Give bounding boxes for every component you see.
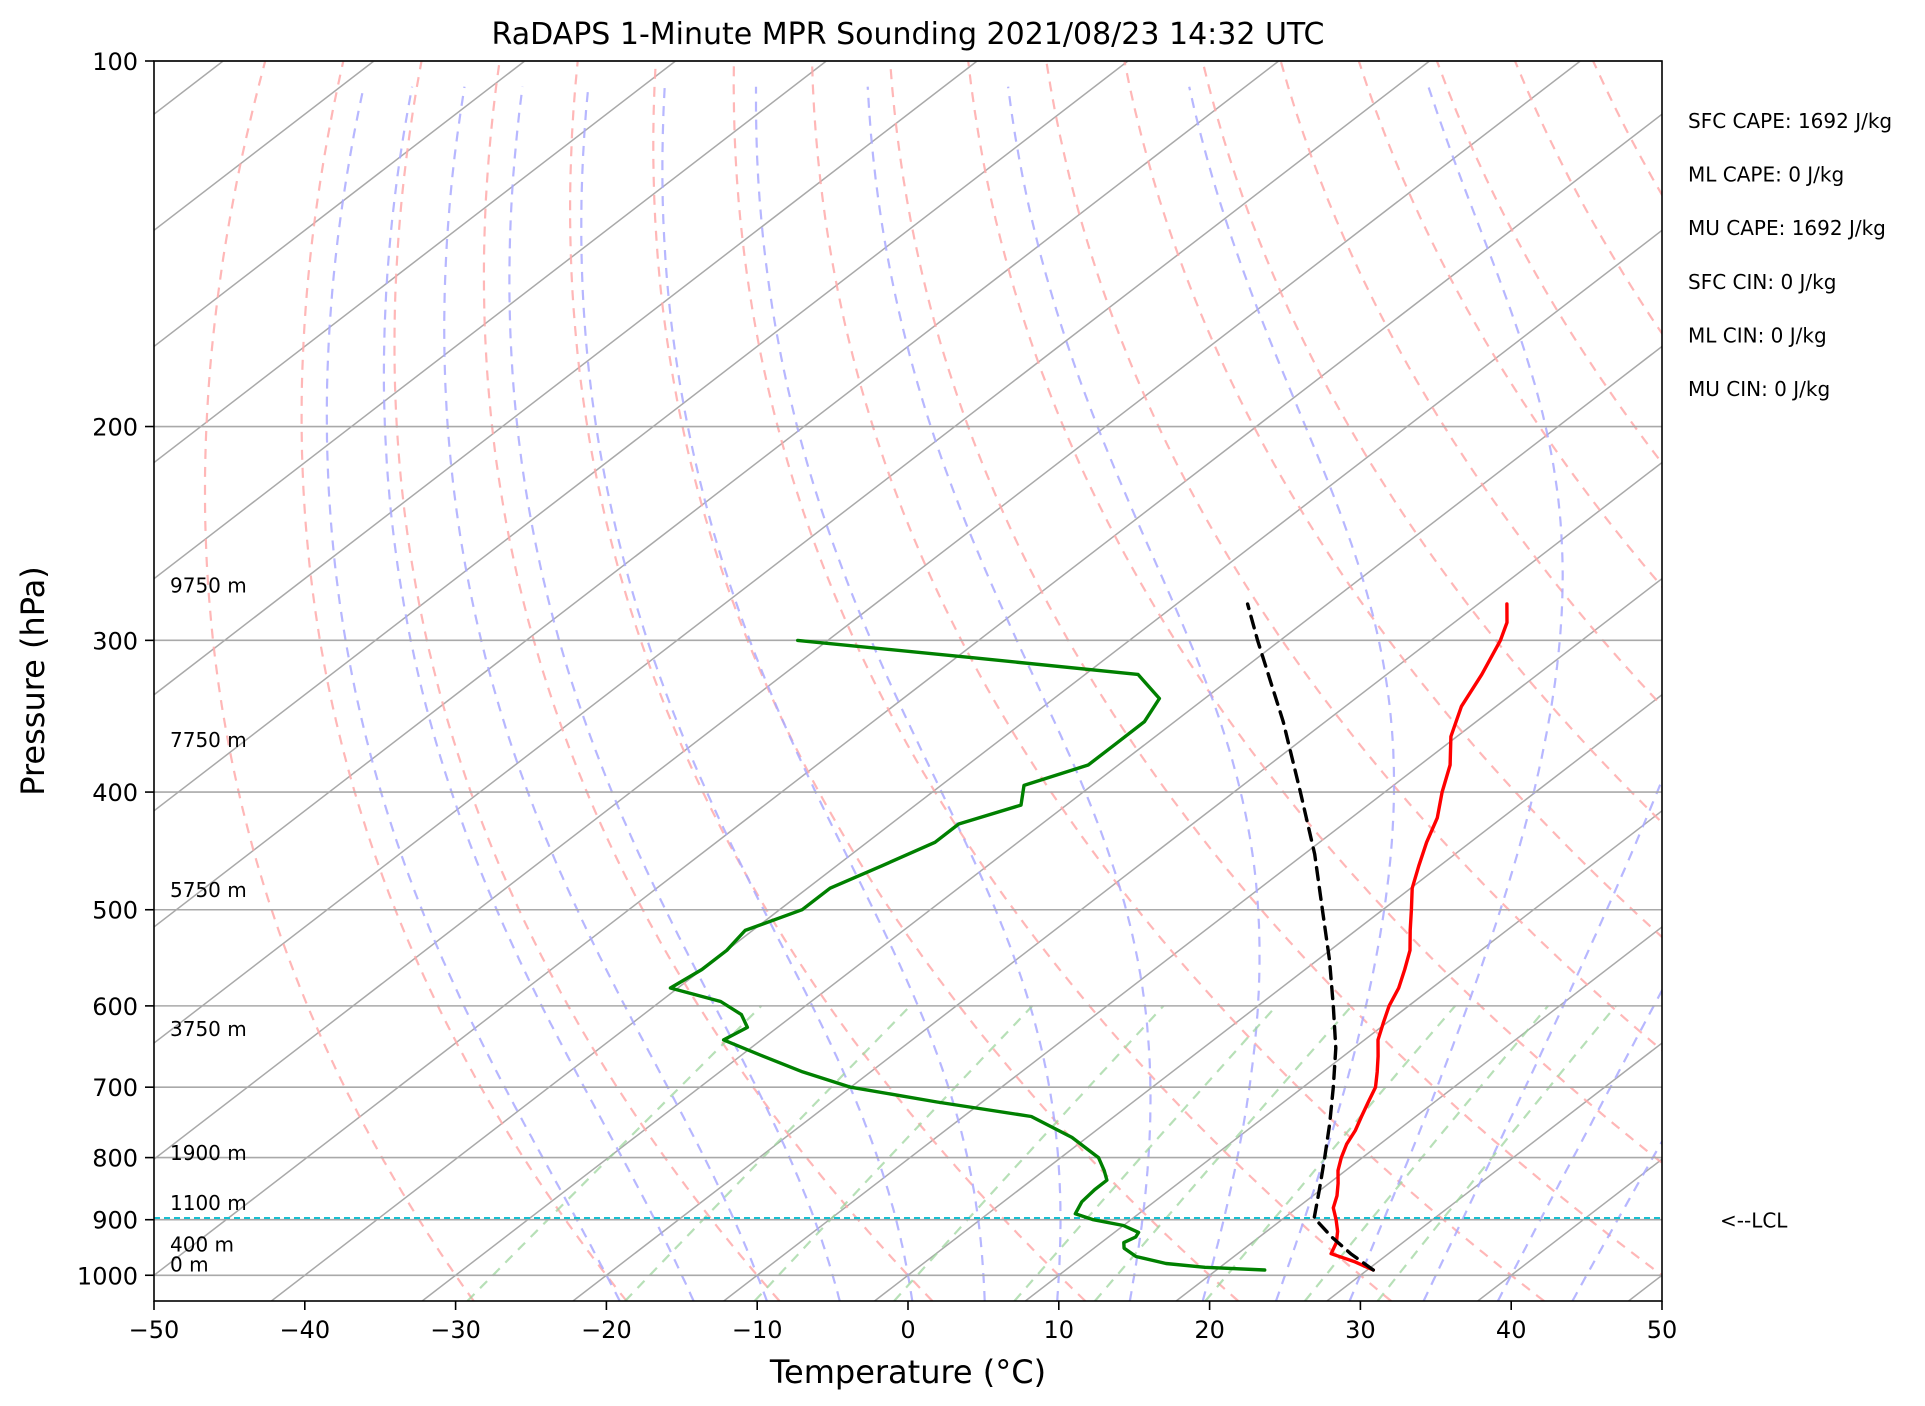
x-tick-label: −30 bbox=[430, 1316, 481, 1344]
isotherm bbox=[1175, 926, 1662, 1301]
stability-annotation: ML CIN: 0 J/kg bbox=[1688, 323, 1827, 347]
isotherm bbox=[154, 61, 1280, 928]
isotherm bbox=[154, 61, 676, 464]
y-tick-label: 400 bbox=[92, 779, 138, 807]
dry-adiabat bbox=[482, 61, 934, 1301]
stability-annotation: SFC CIN: 0 J/kg bbox=[1688, 270, 1836, 294]
dry-adiabat bbox=[1279, 61, 1662, 708]
isotherm bbox=[154, 61, 1581, 1161]
moist-adiabat bbox=[1348, 86, 1564, 1301]
mixing-ratio-line bbox=[1376, 1005, 1617, 1301]
mixing-ratio-line bbox=[1013, 1005, 1278, 1301]
y-tick-label: 300 bbox=[92, 627, 138, 655]
dry-adiabat bbox=[889, 61, 1662, 1277]
height-label: 1100 m bbox=[170, 1191, 247, 1215]
height-label: 1900 m bbox=[170, 1141, 247, 1165]
mixing-ratio-line bbox=[466, 1005, 763, 1301]
x-tick-label: 30 bbox=[1345, 1316, 1376, 1344]
dry-adiabat bbox=[1045, 61, 1662, 1052]
mixing-ratio-line bbox=[1304, 1005, 1549, 1301]
dewpoint-profile-line bbox=[668, 638, 1267, 1272]
y-tick-label: 900 bbox=[92, 1207, 138, 1235]
mixing-ratio-line bbox=[1094, 1005, 1353, 1301]
moist-adiabat bbox=[1188, 86, 1396, 1301]
y-tick-label: 600 bbox=[92, 993, 138, 1021]
x-tick-label: −50 bbox=[129, 1316, 180, 1344]
isotherm bbox=[1326, 1042, 1662, 1301]
dry-adiabat bbox=[203, 61, 475, 1301]
moist-adiabat bbox=[443, 86, 768, 1301]
y-tick-label: 500 bbox=[92, 897, 138, 925]
x-tick-label: 10 bbox=[1044, 1316, 1075, 1344]
dry-adiabat bbox=[652, 61, 1239, 1301]
height-label: 3750 m bbox=[170, 1017, 247, 1041]
mixing-ratio-line bbox=[893, 1005, 1165, 1301]
height-label: 9750 m bbox=[170, 573, 247, 597]
profile-lines bbox=[668, 602, 1509, 1272]
moist-adiabat bbox=[866, 86, 1152, 1301]
x-tick-label: 50 bbox=[1647, 1316, 1678, 1344]
x-tick-label: −10 bbox=[732, 1316, 783, 1344]
dry-adiabat bbox=[393, 61, 781, 1301]
temperature-profile-line bbox=[1329, 602, 1509, 1272]
x-tick-label: −40 bbox=[279, 1316, 330, 1344]
isotherm bbox=[154, 113, 1662, 1277]
moist-adiabat bbox=[325, 86, 621, 1301]
isotherm bbox=[154, 61, 526, 348]
height-label: 400 m bbox=[170, 1232, 234, 1256]
stability-annotation: ML CAPE: 0 J/kg bbox=[1688, 163, 1844, 187]
dry-adiabat bbox=[569, 61, 1087, 1301]
moist-adiabat bbox=[1496, 988, 1662, 1301]
isotherm bbox=[270, 229, 1662, 1301]
height-label: 5750 m bbox=[170, 878, 247, 902]
x-axis-label: Temperature (°C) bbox=[769, 1353, 1046, 1391]
moist-adiabat bbox=[661, 86, 986, 1301]
isotherm bbox=[421, 345, 1662, 1301]
dry-adiabat bbox=[967, 61, 1662, 1165]
mixing-ratio-line bbox=[1204, 1005, 1457, 1301]
stability-annotation: MU CIN: 0 J/kg bbox=[1688, 377, 1830, 401]
isotherm bbox=[154, 61, 1129, 812]
isotherm bbox=[572, 461, 1662, 1301]
isotherm bbox=[874, 693, 1662, 1301]
y-tick-label: 100 bbox=[92, 48, 138, 76]
dry-adiabat bbox=[1357, 61, 1662, 589]
stability-annotation: SFC CAPE: 1692 J/kg bbox=[1688, 109, 1892, 133]
moist-adiabat bbox=[1571, 1139, 1662, 1301]
y-axis-label: Pressure (hPa) bbox=[14, 566, 52, 796]
mixing-ratio-line bbox=[624, 1005, 911, 1301]
height-label: 7750 m bbox=[170, 728, 247, 752]
x-tick-label: 0 bbox=[900, 1316, 915, 1344]
isotherm bbox=[723, 577, 1662, 1301]
isotherm bbox=[154, 61, 1430, 1045]
y-tick-label: 1000 bbox=[77, 1262, 138, 1290]
moist-adiabat bbox=[508, 86, 841, 1301]
y-tick-label: 800 bbox=[92, 1145, 138, 1173]
chart-title: RaDAPS 1-Minute MPR Sounding 2021/08/23 … bbox=[492, 17, 1325, 52]
stability-annotations: SFC CAPE: 1692 J/kg ML CAPE: 0 J/kg MU CAP… bbox=[1688, 109, 1892, 401]
y-axis-ticks: 100 200 300 400 500 600 700 800 900 1000 bbox=[77, 48, 154, 1290]
dry-adiabat bbox=[1201, 61, 1662, 824]
background-lines bbox=[154, 61, 1662, 1301]
isotherm bbox=[154, 61, 827, 580]
x-tick-label: −20 bbox=[581, 1316, 632, 1344]
height-label: 0 m bbox=[170, 1252, 209, 1276]
stability-annotation: MU CAPE: 1692 J/kg bbox=[1688, 216, 1886, 240]
dry-adiabat bbox=[732, 61, 1392, 1301]
lcl-label: <--LCL bbox=[1720, 1208, 1788, 1232]
dry-adiabat bbox=[810, 61, 1545, 1301]
dry-adiabat bbox=[300, 61, 628, 1301]
x-tick-label: 40 bbox=[1496, 1316, 1527, 1344]
parcel-profile-line bbox=[1245, 602, 1375, 1272]
moist-adiabat bbox=[382, 86, 695, 1301]
x-axis-ticks: −50 −40 −30 −20 −10 0 10 20 30 40 50 bbox=[129, 1301, 1678, 1344]
y-tick-label: 200 bbox=[92, 414, 138, 442]
x-tick-label: 20 bbox=[1194, 1316, 1225, 1344]
isotherm bbox=[1024, 809, 1662, 1301]
moist-adiabat bbox=[1422, 777, 1662, 1301]
y-tick-label: 700 bbox=[92, 1074, 138, 1102]
isotherm bbox=[154, 61, 978, 696]
